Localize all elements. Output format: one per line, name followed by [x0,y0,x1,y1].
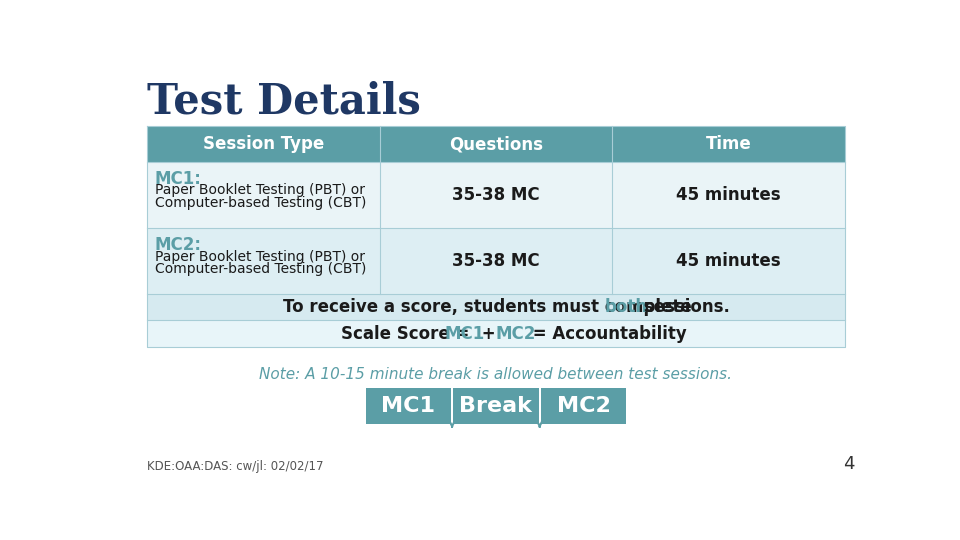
Text: Time: Time [706,135,752,153]
Text: MC1: MC1 [444,325,485,342]
Text: MC1: MC1 [381,396,435,416]
Bar [147,228,845,294]
Text: +: + [476,325,501,342]
Bar [453,388,539,423]
Text: MC1:: MC1: [155,170,202,187]
Text: Paper Booklet Testing (PBT) or: Paper Booklet Testing (PBT) or [155,184,365,198]
Bar [147,320,845,347]
Bar [147,126,845,162]
Text: Questions: Questions [449,135,542,153]
Text: 35-38 MC: 35-38 MC [452,186,540,204]
Text: KDE:OAA:DAS: cw/jl: 02/02/17: KDE:OAA:DAS: cw/jl: 02/02/17 [147,460,324,473]
Text: 35-38 MC: 35-38 MC [452,252,540,270]
Text: Scale Score =: Scale Score = [341,325,475,342]
Text: both: both [604,298,647,316]
Text: = Accountability: = Accountability [527,325,686,342]
Text: Note: A 10-15 minute break is allowed between test sessions.: Note: A 10-15 minute break is allowed be… [259,367,732,382]
Text: MC2: MC2 [495,325,536,342]
Text: 45 minutes: 45 minutes [676,252,780,270]
Bar [540,388,626,423]
Text: MC2:: MC2: [155,236,202,254]
Text: Break: Break [460,396,532,416]
Text: sessions.: sessions. [637,298,730,316]
Text: To receive a score, students must complete: To receive a score, students must comple… [283,298,698,316]
Bar [147,294,845,320]
Text: 45 minutes: 45 minutes [676,186,780,204]
Text: 4: 4 [843,455,854,473]
Text: Test Details: Test Details [147,81,421,123]
Bar [366,388,451,423]
Text: Computer-based Testing (CBT): Computer-based Testing (CBT) [155,262,367,276]
Text: Paper Booklet Testing (PBT) or: Paper Booklet Testing (PBT) or [155,249,365,264]
Bar [147,162,845,228]
Text: Computer-based Testing (CBT): Computer-based Testing (CBT) [155,195,367,210]
Text: MC2: MC2 [557,396,611,416]
Text: Session Type: Session Type [203,135,324,153]
